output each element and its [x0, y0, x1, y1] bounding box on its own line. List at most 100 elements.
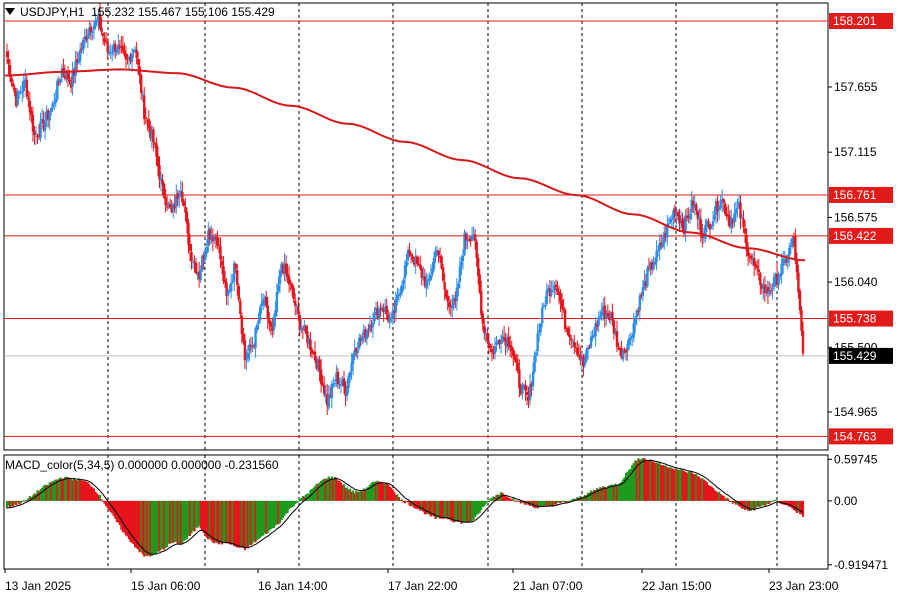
macd-bar — [522, 500, 526, 504]
macd-bar — [460, 500, 463, 524]
macd-bar — [591, 491, 594, 501]
macd-bar — [789, 500, 792, 507]
macd-bar — [158, 500, 161, 552]
macd-bar — [585, 495, 588, 501]
macd-bar — [451, 500, 454, 522]
macd-bar — [701, 477, 704, 501]
candle-body — [66, 72, 70, 80]
candle-body — [627, 338, 631, 345]
candle-body — [74, 60, 77, 77]
macd-bar — [129, 500, 132, 543]
macd-bar — [621, 479, 625, 501]
macd-bar — [640, 459, 643, 501]
macd-bar — [223, 500, 227, 542]
candle-body — [420, 267, 423, 279]
dropdown-arrow-icon[interactable] — [5, 8, 15, 15]
macd-bar — [137, 500, 140, 550]
candle-body — [670, 218, 674, 220]
macd-bar — [130, 500, 134, 543]
candle-body — [788, 247, 791, 257]
candle-body — [521, 384, 524, 395]
candle-body — [544, 305, 547, 307]
macd-bar — [714, 491, 718, 501]
macd-bar — [623, 477, 626, 501]
candle-body — [162, 183, 166, 198]
macd-bar — [435, 500, 439, 518]
candle-body — [717, 207, 721, 210]
macd-bar — [580, 496, 583, 501]
candle-body — [333, 383, 337, 385]
macd-bar — [326, 478, 329, 501]
macd-bar — [419, 500, 422, 511]
candle-body — [557, 291, 561, 296]
candle-body — [658, 243, 661, 251]
macd-bar — [13, 500, 16, 505]
candle-body — [720, 199, 724, 202]
candle-body — [440, 256, 443, 269]
macd-bar — [745, 500, 748, 510]
candle-body — [522, 385, 526, 387]
candle-body — [387, 314, 390, 322]
macd-bar — [783, 500, 786, 505]
candle-body — [8, 64, 12, 78]
macd-bar — [379, 481, 382, 501]
macd-bar — [670, 468, 673, 501]
macd-bar — [246, 500, 250, 549]
candle-body — [554, 284, 558, 288]
candle-body — [536, 333, 539, 351]
candle-body — [373, 311, 376, 322]
macd-bar — [733, 500, 736, 503]
macd-bar — [173, 500, 176, 543]
macd-bar — [774, 499, 777, 501]
candle-body — [762, 284, 765, 289]
candle-body — [56, 80, 59, 100]
vertical-grid — [107, 3, 778, 569]
candle-body — [83, 37, 86, 40]
macd-bar — [571, 498, 574, 501]
macd-bar — [754, 500, 757, 509]
macd-bar — [288, 500, 291, 509]
macd-bar — [538, 500, 541, 507]
macd-bar — [663, 465, 666, 501]
candle-body — [647, 266, 651, 268]
macd-bar — [655, 462, 658, 501]
candle-body — [77, 60, 80, 63]
candle-body — [476, 257, 480, 277]
macd-bar — [280, 500, 283, 521]
macd-bar — [660, 464, 663, 501]
macd-bar — [791, 500, 794, 509]
candle-body — [391, 310, 395, 319]
macd-bar — [45, 484, 48, 501]
candle-body — [652, 265, 655, 270]
macd-bar — [124, 500, 128, 536]
macd-bar — [559, 500, 562, 504]
level-tag — [829, 310, 893, 327]
macd-bar — [742, 500, 745, 509]
macd-bar — [310, 489, 314, 501]
candle-body — [240, 315, 244, 334]
macd-bar — [92, 488, 96, 501]
candle-body — [123, 50, 126, 56]
macd-bar — [7, 500, 10, 507]
macd-bar — [284, 500, 288, 514]
candle-body — [669, 219, 672, 223]
candle-body — [560, 300, 564, 309]
macd-bar — [217, 500, 221, 545]
candle-body — [454, 299, 457, 302]
macd-bar — [277, 500, 280, 525]
candle-body — [71, 70, 74, 87]
macd-bar — [513, 500, 516, 502]
horizontal-levels[interactable] — [4, 20, 828, 437]
candle-body — [730, 218, 733, 228]
candle-body — [475, 241, 478, 259]
candle-body — [319, 369, 323, 385]
macd-bar — [269, 500, 272, 530]
macd-bar — [524, 500, 527, 505]
candle-body — [104, 40, 108, 42]
macd-bar — [57, 478, 60, 501]
candle-body — [707, 221, 710, 223]
macd-bar — [164, 500, 167, 548]
macd-bar — [713, 489, 716, 501]
